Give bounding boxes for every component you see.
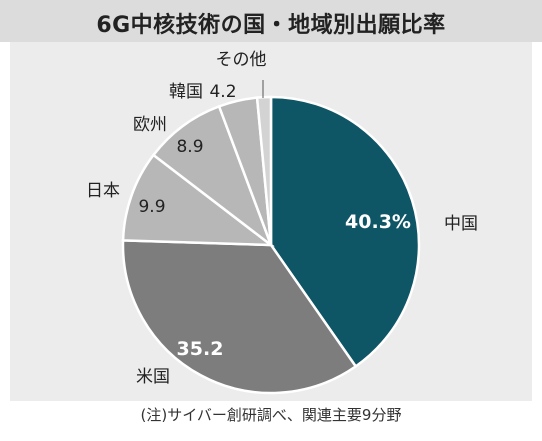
footer-note: (注)サイバー創研調べ、関連主要9分野 bbox=[140, 406, 402, 424]
value-label-3: 8.9 bbox=[176, 137, 203, 157]
value-label-1: 35.2 bbox=[177, 338, 224, 360]
category-label-5: その他 bbox=[216, 50, 267, 70]
category-label-1: 米国 bbox=[136, 367, 170, 387]
pie-slice-3 bbox=[151, 104, 274, 249]
value-label-2: 9.9 bbox=[138, 197, 165, 217]
pie-slice-5 bbox=[255, 95, 273, 246]
category-label-0: 中国 bbox=[444, 214, 478, 234]
category-label-3: 欧州 bbox=[133, 115, 167, 135]
category-label-2: 日本 bbox=[86, 181, 120, 201]
value-label-0: 40.3% bbox=[345, 211, 411, 233]
title-bar bbox=[0, 0, 542, 42]
pie-slice-1 bbox=[121, 239, 358, 395]
value-label-4: 4.2 bbox=[209, 82, 236, 102]
pie-slice-2 bbox=[121, 153, 275, 247]
pie-slice-0 bbox=[269, 95, 421, 369]
chart-title: 6G中核技術の国・地域別出願比率 bbox=[96, 13, 446, 38]
category-label-4: 韓国 bbox=[169, 82, 203, 102]
